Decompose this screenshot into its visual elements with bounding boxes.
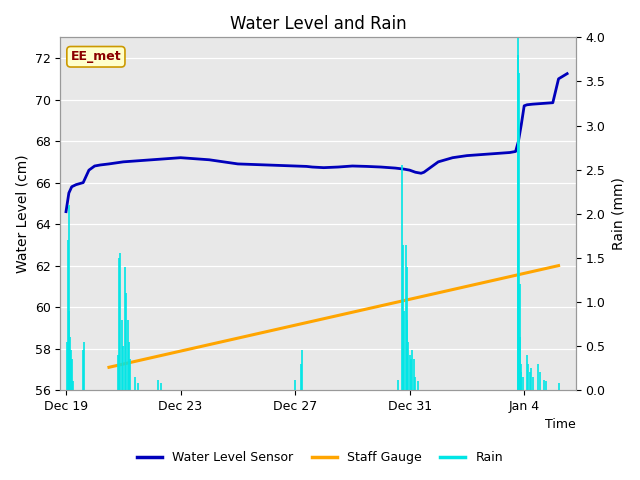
Text: EE_met: EE_met (70, 50, 121, 63)
Y-axis label: Water Level (cm): Water Level (cm) (15, 155, 29, 273)
Legend: Water Level Sensor, Staff Gauge, Rain: Water Level Sensor, Staff Gauge, Rain (132, 446, 508, 469)
X-axis label: Time: Time (545, 419, 576, 432)
Y-axis label: Rain (mm): Rain (mm) (611, 177, 625, 250)
Title: Water Level and Rain: Water Level and Rain (230, 15, 406, 33)
